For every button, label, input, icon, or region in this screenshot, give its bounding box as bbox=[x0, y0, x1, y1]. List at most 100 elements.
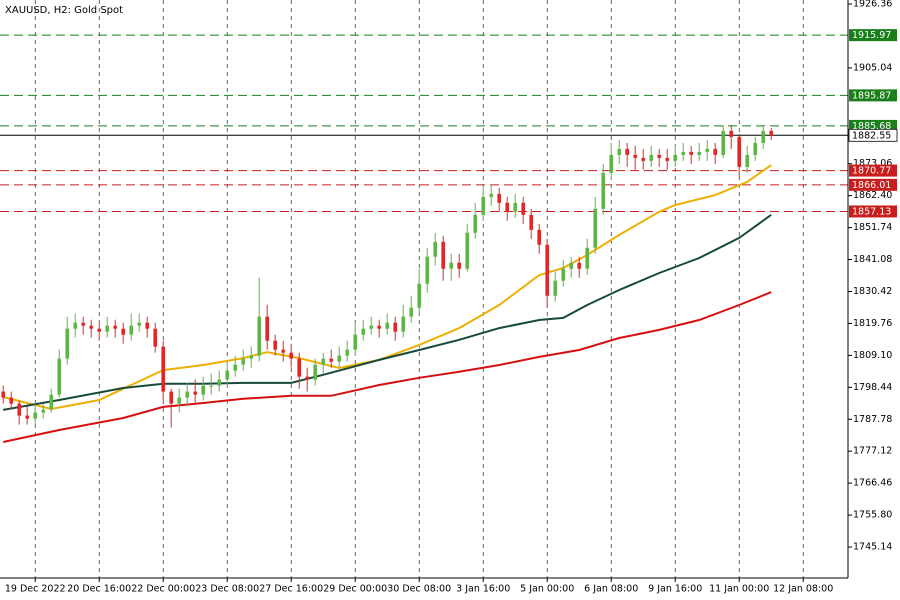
y-tick-label: 1755.80 bbox=[853, 510, 892, 521]
candle-body bbox=[601, 172, 605, 209]
candle-body bbox=[425, 256, 429, 284]
candle-body bbox=[657, 154, 661, 158]
candle-body bbox=[449, 262, 453, 269]
level-label: 1870.77 bbox=[852, 166, 891, 177]
candle-body bbox=[1, 391, 5, 398]
y-tick-label: 1905.04 bbox=[853, 62, 892, 73]
moving-average bbox=[2, 291, 772, 443]
level-label: 1895.87 bbox=[852, 90, 891, 101]
candle-body bbox=[249, 355, 253, 359]
x-tick-label: 6 Jan 08:00 bbox=[584, 584, 638, 595]
candle-body bbox=[289, 352, 293, 359]
y-tick-label: 1926.36 bbox=[853, 0, 892, 10]
candle-body bbox=[169, 391, 173, 404]
candle-body bbox=[321, 358, 325, 365]
candle-layer bbox=[1, 124, 773, 428]
candle-body bbox=[217, 379, 221, 386]
candle-body bbox=[537, 229, 541, 245]
y-tick-label: 1841.08 bbox=[853, 254, 892, 265]
candle-body bbox=[585, 247, 589, 269]
level-label: 1915.97 bbox=[852, 30, 891, 41]
candle-body bbox=[161, 346, 165, 392]
candle-body bbox=[209, 385, 213, 387]
candle-body bbox=[529, 214, 533, 230]
candle-body bbox=[113, 325, 117, 329]
candle-body bbox=[577, 262, 581, 269]
candle-body bbox=[553, 280, 557, 296]
y-tick-label: 1798.44 bbox=[853, 382, 892, 393]
candle-body bbox=[89, 325, 93, 329]
candle-body bbox=[137, 322, 141, 326]
candle-body bbox=[345, 349, 349, 356]
candle-body bbox=[305, 376, 309, 380]
candle-body bbox=[129, 325, 133, 335]
candle-body bbox=[513, 202, 517, 212]
candle-body bbox=[689, 151, 693, 155]
candle-body bbox=[201, 385, 205, 395]
level-tag bbox=[849, 89, 897, 102]
candle-body bbox=[297, 358, 301, 377]
candle-body bbox=[401, 316, 405, 332]
candle-body bbox=[265, 316, 269, 341]
x-tick-label: 23 Dec 08:00 bbox=[195, 584, 259, 595]
candle-body bbox=[193, 391, 197, 395]
x-tick-label: 12 Jan 08:00 bbox=[773, 584, 833, 595]
candle-body bbox=[673, 154, 677, 161]
x-tick-label: 22 Dec 00:00 bbox=[131, 584, 195, 595]
x-tick-label: 3 Jan 16:00 bbox=[456, 584, 510, 595]
candle-body bbox=[97, 328, 101, 332]
y-tick-label: 1777.12 bbox=[853, 446, 892, 457]
candle-body bbox=[569, 262, 573, 269]
candle-body bbox=[641, 157, 645, 161]
candle-body bbox=[337, 355, 341, 362]
candle-body bbox=[377, 325, 381, 329]
candle-body bbox=[625, 148, 629, 155]
candle-body bbox=[697, 151, 701, 155]
y-tick-label: 1862.40 bbox=[853, 190, 892, 201]
candle-body bbox=[769, 130, 773, 136]
level-label: 1885.68 bbox=[852, 121, 891, 132]
candle-body bbox=[609, 154, 613, 173]
candle-body bbox=[649, 154, 653, 161]
level-layer bbox=[0, 34, 848, 212]
x-tick-label: 9 Jan 16:00 bbox=[648, 584, 702, 595]
candle-body bbox=[409, 307, 413, 317]
y-tick-label: 1851.74 bbox=[853, 222, 892, 233]
candle-body bbox=[17, 403, 21, 416]
candle-body bbox=[665, 157, 669, 161]
candle-body bbox=[545, 244, 549, 296]
candle-body bbox=[273, 340, 277, 350]
y-tick-label: 1766.46 bbox=[853, 478, 892, 489]
last-price-tag bbox=[848, 128, 898, 142]
candle-body bbox=[593, 208, 597, 248]
candle-body bbox=[721, 130, 725, 155]
candle-body bbox=[393, 322, 397, 332]
level-label: 1857.13 bbox=[852, 206, 891, 217]
candle-body bbox=[233, 364, 237, 371]
level-tag bbox=[849, 178, 897, 191]
x-tick-label: 5 Jan 00:00 bbox=[520, 584, 574, 595]
candle-body bbox=[145, 322, 149, 329]
candle-body bbox=[705, 148, 709, 152]
x-tick-label: 27 Dec 16:00 bbox=[259, 584, 323, 595]
x-tick-label: 19 Dec 2022 bbox=[5, 584, 66, 595]
candle-body bbox=[353, 334, 357, 350]
level-tag bbox=[849, 205, 897, 218]
candle-body bbox=[329, 358, 333, 362]
candle-body bbox=[745, 154, 749, 167]
candle-body bbox=[369, 325, 373, 329]
candle-body bbox=[121, 328, 125, 335]
candle-body bbox=[761, 130, 765, 143]
candle-body bbox=[57, 358, 61, 395]
candle-body bbox=[153, 328, 157, 347]
y-tick-label: 1873.06 bbox=[853, 158, 892, 169]
candle-body bbox=[241, 358, 245, 365]
candle-body bbox=[41, 409, 45, 413]
grid-layer bbox=[34, 0, 804, 578]
candle-body bbox=[385, 322, 389, 329]
candle-body bbox=[505, 202, 509, 212]
y-tick-label: 1830.42 bbox=[853, 286, 892, 297]
